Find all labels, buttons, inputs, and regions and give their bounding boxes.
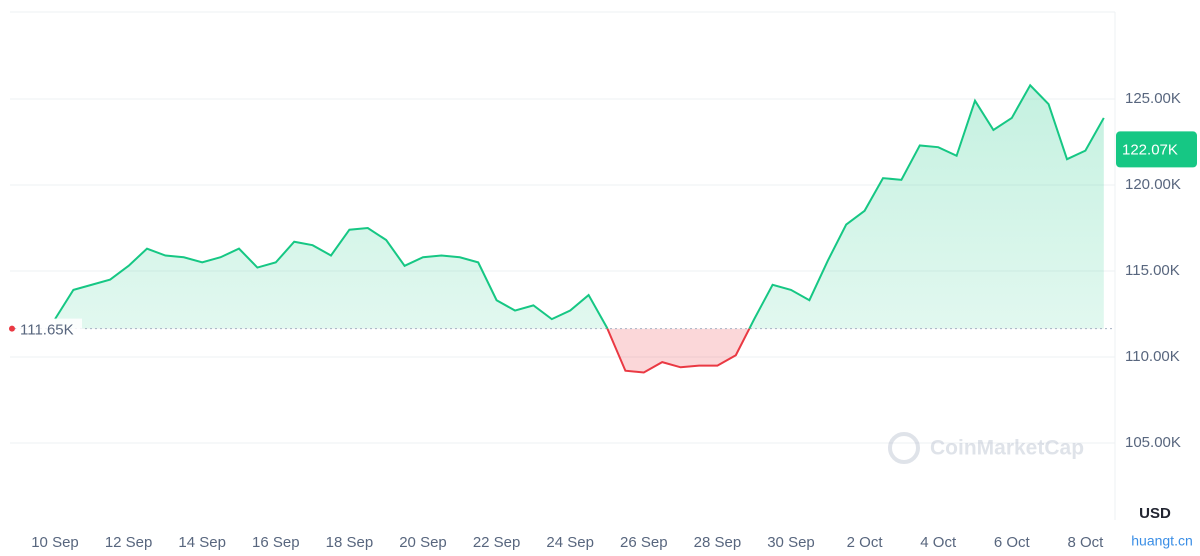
site-mark: huangt.cn <box>1131 533 1193 549</box>
x-tick-label: 10 Sep <box>31 534 79 551</box>
baseline-label: 111.65K <box>20 322 74 339</box>
x-tick-label: 22 Sep <box>473 534 521 551</box>
y-tick-label: 115.00K <box>1125 262 1180 279</box>
current-price-badge <box>1116 131 1197 168</box>
x-tick-label: 26 Sep <box>620 534 668 551</box>
x-tick-label: 18 Sep <box>326 534 374 551</box>
y-tick-label: 110.00K <box>1125 348 1180 365</box>
x-tick-label: 12 Sep <box>105 534 153 551</box>
area-up <box>55 85 1104 329</box>
watermark: CoinMarketCap <box>888 432 1084 464</box>
x-tick-label: 24 Sep <box>546 534 594 551</box>
x-tick-label: 16 Sep <box>252 534 300 551</box>
baseline-dot <box>9 325 15 332</box>
x-tick-label: 2 Oct <box>847 534 884 551</box>
x-tick-label: 14 Sep <box>178 534 226 551</box>
x-tick-label: 8 Oct <box>1067 534 1104 551</box>
y-tick-label: 105.00K <box>1125 434 1181 451</box>
x-tick-label: 6 Oct <box>994 534 1031 551</box>
y-tick-label: 125.00K <box>1125 90 1181 107</box>
watermark-text: CoinMarketCap <box>930 437 1084 460</box>
x-tick-label: 4 Oct <box>920 534 957 551</box>
x-tick-label: 28 Sep <box>694 534 742 551</box>
x-tick-label: 30 Sep <box>767 534 815 551</box>
y-tick-label: 120.00K <box>1125 176 1181 193</box>
x-tick-label: 20 Sep <box>399 534 447 551</box>
currency-label: USD <box>1139 505 1171 522</box>
plot: 111.65K 122.07K <box>9 83 1197 374</box>
area-down <box>607 328 750 373</box>
baseline-label-bg <box>16 318 82 339</box>
price-line-up <box>54 83 1105 329</box>
current-price-label: 122.07K <box>1122 141 1178 158</box>
